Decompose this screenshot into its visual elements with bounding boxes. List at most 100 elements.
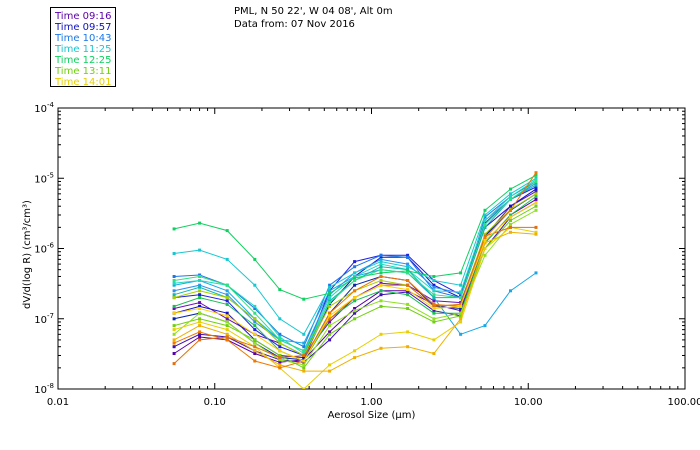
data-point [253,307,257,310]
data-point [459,304,463,308]
data-point [353,299,357,303]
data-point [353,307,357,310]
data-point [432,283,436,287]
data-point [172,283,176,287]
data-point [379,271,383,275]
data-point [379,265,383,269]
y-tick-label: 10-5 [34,171,54,185]
data-point [278,345,282,349]
data-point [406,279,410,282]
legend-item-time-10-43: Time 10:43 [55,33,112,44]
data-point [172,345,176,349]
data-point [534,232,538,236]
data-point [406,293,410,297]
data-point [432,279,436,282]
data-point [353,311,357,315]
data-point [278,341,282,345]
data-point [353,356,357,360]
data-point [432,320,436,324]
data-point [172,317,176,321]
data-point [225,338,229,342]
data-point [225,335,229,339]
data-point [302,366,306,370]
data-point [225,283,229,287]
data-point [353,260,357,264]
data-point [509,204,512,208]
data-point [328,302,332,306]
data-point [328,289,332,293]
data-point [198,307,202,310]
data-point [406,302,410,306]
data-point [328,304,332,308]
data-point [198,338,202,342]
data-point [278,317,282,321]
data-point [328,369,332,373]
data-point [432,285,436,289]
data-point [225,299,229,303]
data-point [534,230,538,234]
data-point [483,208,487,212]
data-point [172,279,176,282]
data-point [379,332,383,336]
data-point [172,352,176,355]
data-point [198,293,202,297]
data-point [509,192,512,196]
data-point [406,255,410,259]
data-point [432,309,436,313]
data-point [328,283,332,287]
data-point [172,275,176,278]
data-point [534,185,538,189]
data-point [353,279,357,282]
data-point [198,304,202,308]
data-point [302,345,306,349]
data-point [302,332,306,336]
data-point [198,332,202,336]
data-point [198,283,202,287]
data-point [353,309,357,313]
data-point [459,311,463,315]
y-axis-label: dV/d(log R) (cm³/cm³) [22,200,33,309]
legend-item-time-13-11: Time 13:11 [55,66,112,77]
data-point [534,204,538,208]
legend-item-time-09-57: Time 09:57 [55,22,112,33]
data-point [534,192,538,196]
data-point [172,328,176,332]
data-point [406,269,410,273]
data-point [278,358,282,362]
data-point [534,187,538,191]
data-point [509,187,512,191]
data-point [253,324,257,328]
data-point [534,171,538,175]
data-point [198,296,202,300]
data-point [379,299,383,303]
data-point [459,290,463,294]
data-point [328,299,332,303]
data-point [172,296,176,300]
data-point [406,262,410,266]
data-point [432,289,436,293]
data-point [253,352,257,355]
data-point [379,279,383,282]
data-point [534,181,538,185]
data-point [534,173,538,177]
data-point [302,354,306,357]
data-point [172,293,176,297]
data-point [278,288,282,292]
data-point [353,276,357,280]
data-point [302,349,306,353]
y-tick-label: 10-6 [34,242,54,256]
data-point [459,283,463,287]
data-point [509,219,512,222]
data-point [278,366,282,370]
data-point [172,332,176,336]
data-point [328,285,332,289]
x-tick-label: 10.00 [514,397,543,408]
data-point [353,283,357,287]
data-point [198,324,202,328]
data-point [253,332,257,336]
data-point [459,302,463,306]
data-point [198,279,202,282]
data-point [328,311,332,315]
data-point [328,314,332,318]
